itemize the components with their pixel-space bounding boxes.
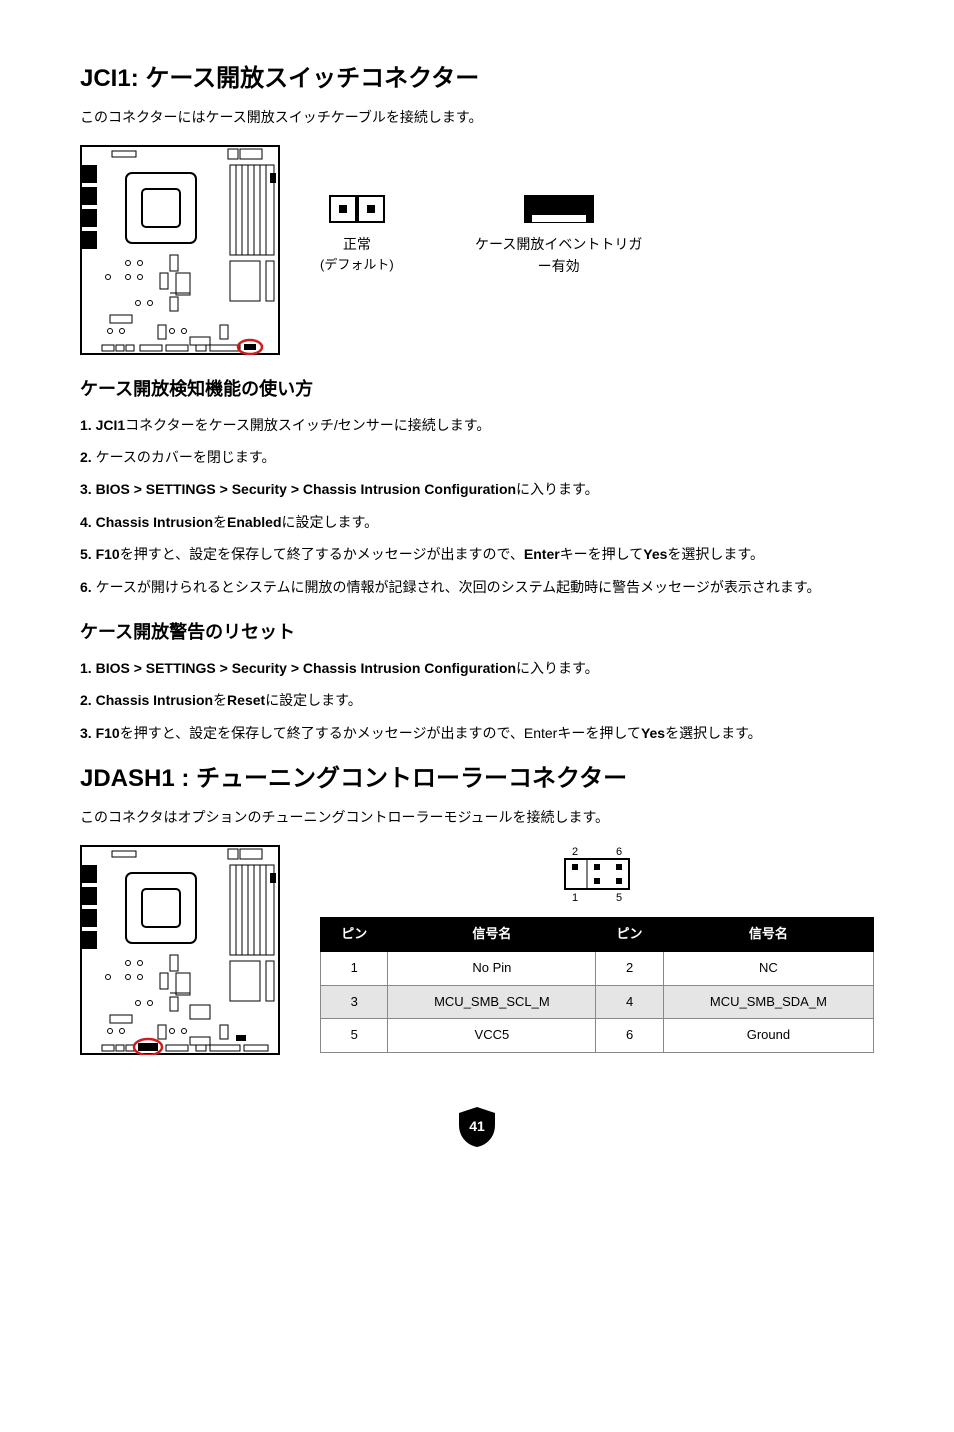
table-cell: Ground — [663, 1019, 873, 1053]
table-cell: 6 — [596, 1019, 663, 1053]
step-item: 6. ケースが開けられるとシステムに開放の情報が記録され、次回のシステム起動時に… — [80, 576, 874, 598]
table-cell: 2 — [596, 951, 663, 985]
step-item: 3. F10を押すと、設定を保存して終了するかメッセージが出ますので、Enter… — [80, 722, 874, 744]
th-sig-a: 信号名 — [388, 918, 596, 952]
jumper-closed-icon — [524, 195, 594, 223]
pinout-table: ピン 信号名 ピン 信号名 1No Pin2NC3MCU_SMB_SCL_M4M… — [320, 917, 874, 1053]
jumper-normal-label: 正常 — [320, 233, 394, 255]
howto-title: ケース開放検知機能の使い方 — [80, 375, 874, 404]
pin-label-1: 1 — [572, 892, 578, 903]
table-cell: 4 — [596, 985, 663, 1019]
step-item: 3. BIOS > SETTINGS > Security > Chassis … — [80, 478, 874, 500]
step-item: 5. F10を押すと、設定を保存して終了するかメッセージが出ますので、Enter… — [80, 543, 874, 565]
jci1-subtitle: このコネクターにはケース開放スイッチケーブルを接続します。 — [80, 106, 874, 128]
step-item: 2. ケースのカバーを閉じます。 — [80, 446, 874, 468]
howto-steps: 1. JCI1コネクターをケース開放スイッチ/センサーに接続します。 2. ケース… — [80, 414, 874, 598]
pin-label-2: 2 — [572, 846, 578, 858]
table-cell: MCU_SMB_SCL_M — [388, 985, 596, 1019]
jdash1-figure-row: 2 6 1 5 ピン 信号名 ピン 信号名 — [80, 845, 874, 1055]
pin-label-6: 6 — [616, 846, 622, 858]
reset-steps: 1. BIOS > SETTINGS > Security > Chassis … — [80, 657, 874, 744]
jci1-title: JCI1: ケース開放スイッチコネクター — [80, 60, 874, 98]
motherboard-diagram-jci1 — [80, 145, 280, 355]
th-pin-b: ピン — [596, 918, 663, 952]
jumper-trigger: ケース開放イベントトリガー有効 — [474, 195, 644, 278]
page-number: 41 — [455, 1105, 499, 1149]
table-row: 5VCC56Ground — [321, 1019, 874, 1053]
step-item: 1. JCI1コネクターをケース開放スイッチ/センサーに接続します。 — [80, 414, 874, 436]
page-number-badge: 41 — [455, 1105, 499, 1149]
jumper-normal: 正常 (デフォルト) — [320, 195, 394, 276]
table-row: 3MCU_SMB_SCL_M4MCU_SMB_SDA_M — [321, 985, 874, 1019]
th-sig-b: 信号名 — [663, 918, 873, 952]
step-item: 1. BIOS > SETTINGS > Security > Chassis … — [80, 657, 874, 679]
table-cell: No Pin — [388, 951, 596, 985]
table-cell: 5 — [321, 1019, 388, 1053]
table-cell: 1 — [321, 951, 388, 985]
jumper-normal-sub: (デフォルト) — [320, 255, 394, 276]
jdash1-subtitle: このコネクタはオプションのチューニングコントローラーモジュールを接続します。 — [80, 806, 874, 828]
pin-diagram: 2 6 1 5 — [320, 845, 874, 909]
table-cell: NC — [663, 951, 873, 985]
th-pin-a: ピン — [321, 918, 388, 952]
table-cell: 3 — [321, 985, 388, 1019]
pinout-area: 2 6 1 5 ピン 信号名 ピン 信号名 — [320, 845, 874, 1054]
connector-icon: 2 6 1 5 — [553, 845, 641, 903]
jci1-figure-row: 正常 (デフォルト) ケース開放イベントトリガー有効 — [80, 145, 874, 355]
reset-title: ケース開放警告のリセット — [80, 618, 874, 647]
table-row: 1No Pin2NC — [321, 951, 874, 985]
jumper-trigger-label: ケース開放イベントトリガー有効 — [474, 233, 644, 278]
table-cell: VCC5 — [388, 1019, 596, 1053]
jumper-diagrams: 正常 (デフォルト) ケース開放イベントトリガー有効 — [320, 145, 644, 278]
jdash1-title: JDASH1 : チューニングコントローラーコネクター — [80, 760, 874, 798]
pin-label-5: 5 — [616, 892, 622, 903]
jumper-open-icon — [329, 195, 385, 223]
step-item: 2. Chassis IntrusionをResetに設定します。 — [80, 689, 874, 711]
table-cell: MCU_SMB_SDA_M — [663, 985, 873, 1019]
motherboard-diagram-jdash1 — [80, 845, 280, 1055]
step-item: 4. Chassis IntrusionをEnabledに設定します。 — [80, 511, 874, 533]
